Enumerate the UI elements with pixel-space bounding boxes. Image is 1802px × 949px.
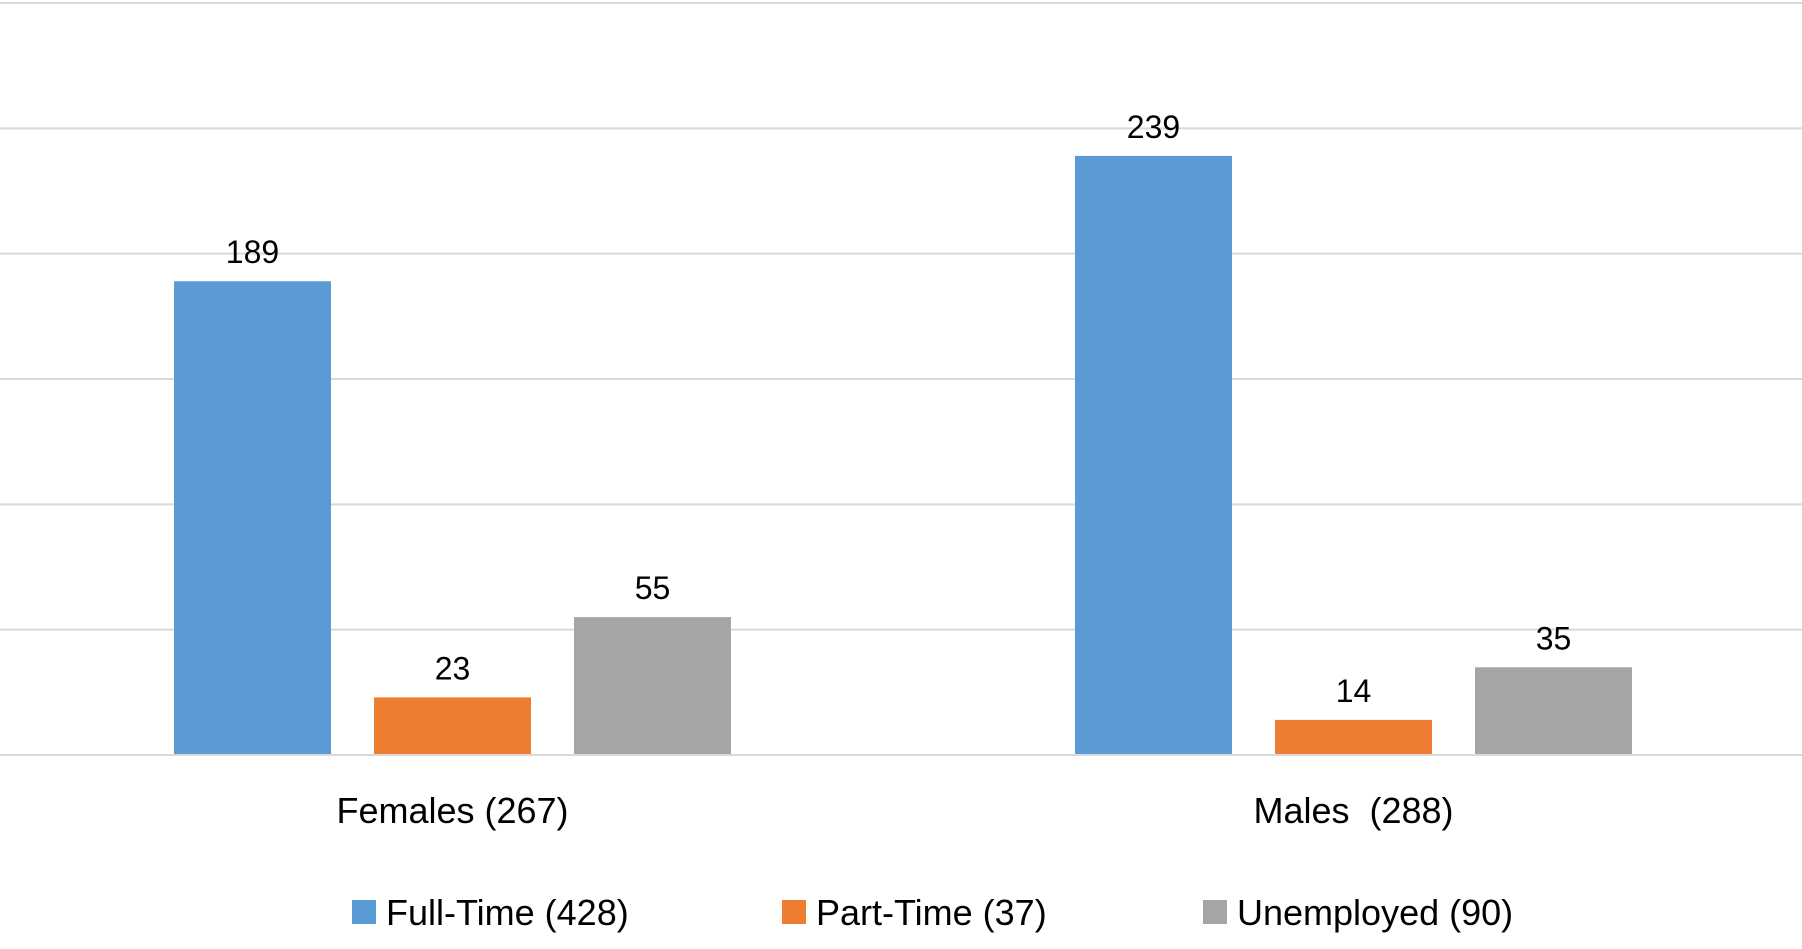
legend-item: Full-Time (428) [352, 892, 629, 933]
bar [1475, 667, 1632, 755]
bar [174, 281, 331, 755]
legend-label: Full-Time (428) [386, 892, 629, 933]
legend-swatch [1203, 900, 1227, 924]
category-label: Females (267) [336, 790, 568, 831]
data-label: 239 [1127, 109, 1180, 145]
data-label: 55 [635, 570, 671, 606]
bars [174, 155, 1632, 755]
data-labels: 189 23 55 239 14 35 [226, 109, 1571, 709]
legend-swatch [782, 900, 806, 924]
legend-label: Part-Time (37) [816, 892, 1047, 933]
bar [1275, 719, 1432, 755]
bar [1075, 155, 1232, 755]
data-label: 35 [1536, 620, 1572, 656]
legend-item: Unemployed (90) [1203, 892, 1513, 933]
bar [374, 697, 531, 755]
category-labels: Females (267) Males (288) [336, 790, 1453, 831]
data-label: 23 [435, 650, 471, 686]
legend-swatch [352, 900, 376, 924]
legend-label: Unemployed (90) [1237, 892, 1513, 933]
data-label: 14 [1336, 673, 1372, 709]
data-label: 189 [226, 234, 279, 270]
legend: Full-Time (428) Part-Time (37) Unemployed … [352, 892, 1513, 933]
category-label: Males (288) [1253, 790, 1453, 831]
bar [574, 617, 731, 755]
legend-item: Part-Time (37) [782, 892, 1047, 933]
